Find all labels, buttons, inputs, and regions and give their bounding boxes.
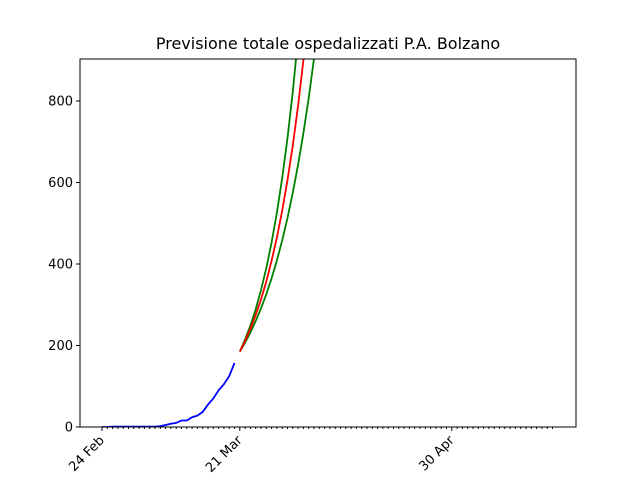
y-tick-label: 800 [48,94,73,109]
y-tick-label: 0 [65,421,73,436]
series-line [238,59,305,353]
y-tick-label: 400 [48,257,73,272]
chart-title: Previsione totale ospedalizzati P.A. Bol… [156,34,500,53]
y-tick-label: 600 [48,176,73,191]
series-line [238,59,297,352]
series-line [239,59,315,353]
plot-frame [79,58,577,428]
y-tick-label: 200 [48,339,73,354]
